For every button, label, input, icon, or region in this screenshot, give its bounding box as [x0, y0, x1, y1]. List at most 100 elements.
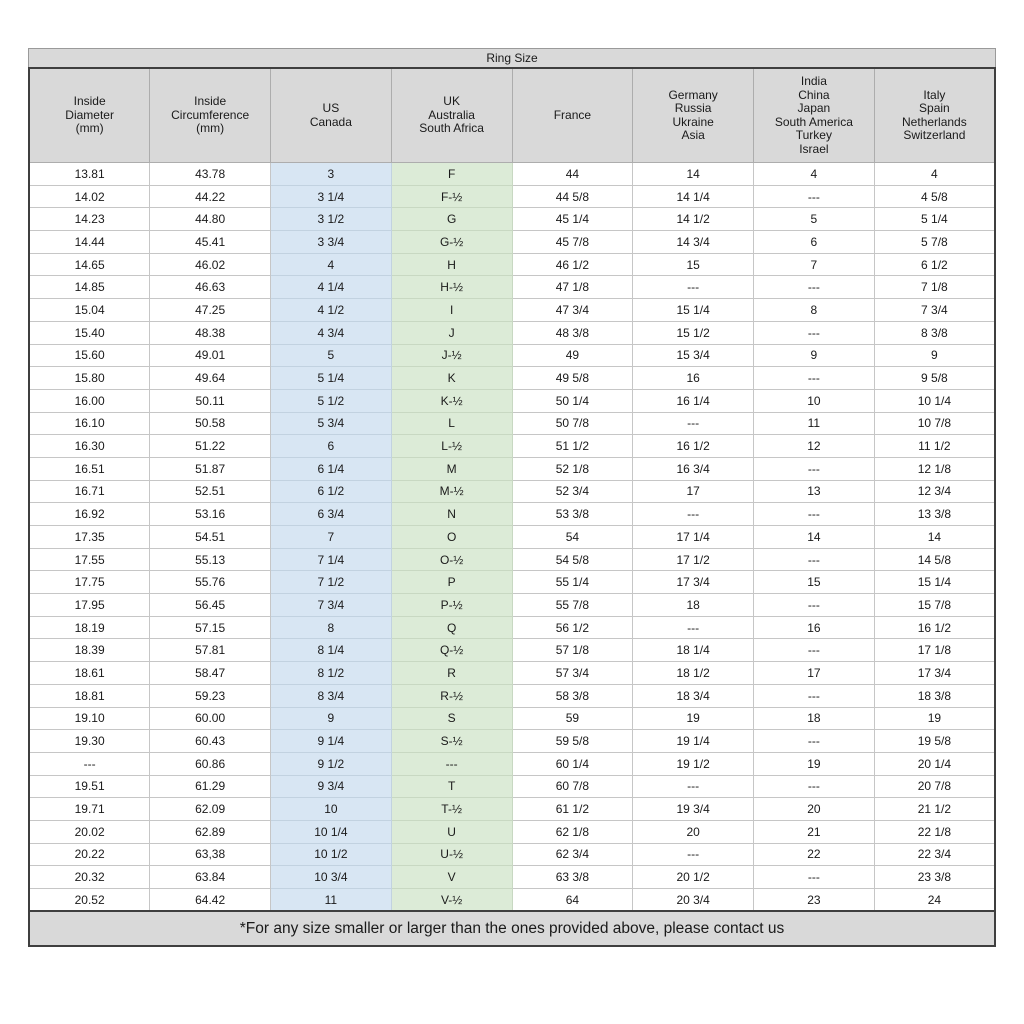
cell-us_canada: 6: [270, 434, 392, 458]
cell-uk_australia_south_africa: J-½: [390, 343, 513, 368]
cell-germany_russia_ukraine_asia: 16 3/4: [632, 456, 754, 481]
cell-france: 61 1/2: [511, 797, 634, 821]
cell-uk_australia_south_africa: K: [390, 366, 513, 390]
cell-inside_diameter: 19.71: [28, 797, 151, 821]
cell-germany_russia_ukraine_asia: 18 3/4: [632, 683, 754, 708]
cell-france: 49 5/8: [511, 366, 634, 390]
cell-italy_spain_netherlands_switzerland: 9 5/8: [873, 366, 996, 390]
cell-germany_russia_ukraine_asia: 16: [632, 366, 754, 390]
cell-france: 55 1/4: [511, 570, 634, 595]
cell-france: 62 3/4: [511, 842, 634, 867]
cell-inside_diameter: 17.95: [28, 593, 151, 617]
cell-inside_circumference: 57.81: [149, 638, 271, 663]
cell-france: 58 3/8: [511, 683, 634, 708]
cell-uk_australia_south_africa: L-½: [390, 434, 513, 458]
cell-inside_circumference: 60.43: [149, 729, 271, 753]
table-row: 16.92 53.16 6 3/4 N 53 3/8 --- --- 13 3/8: [28, 502, 996, 526]
cell-germany_russia_ukraine_asia: ---: [632, 842, 754, 867]
cell-inside_diameter: 14.85: [28, 275, 151, 300]
cell-germany_russia_ukraine_asia: 15: [632, 252, 754, 277]
cell-italy_spain_netherlands_switzerland: 15 7/8: [873, 593, 996, 617]
cell-india_china_japan_south_america_turkey_israel: ---: [753, 683, 875, 708]
table-row: 17.35 54.51 7 O 54 17 1/4 14 14: [28, 525, 996, 549]
cell-inside_diameter: 18.61: [28, 661, 151, 685]
cell-india_china_japan_south_america_turkey_israel: 14: [753, 525, 875, 549]
cell-india_china_japan_south_america_turkey_israel: ---: [753, 593, 875, 617]
table-row: 16.71 52.51 6 1/2 M-½ 52 3/4 17 13 12 3/4: [28, 479, 996, 504]
cell-us_canada: 9 1/4: [270, 729, 392, 753]
cell-inside_circumference: 47.25: [149, 298, 271, 322]
cell-inside_circumference: 52.51: [149, 479, 271, 504]
cell-uk_australia_south_africa: S: [390, 706, 513, 731]
cell-inside_diameter: 20.02: [28, 819, 151, 844]
cell-germany_russia_ukraine_asia: 20 3/4: [632, 888, 754, 912]
cell-us_canada: 5 3/4: [270, 411, 392, 436]
cell-india_china_japan_south_america_turkey_israel: 17: [753, 661, 875, 685]
cell-india_china_japan_south_america_turkey_israel: 12: [753, 434, 875, 458]
cell-uk_australia_south_africa: U-½: [390, 842, 513, 867]
cell-uk_australia_south_africa: G-½: [390, 230, 513, 254]
cell-inside_diameter: 20.32: [28, 865, 151, 889]
cell-germany_russia_ukraine_asia: 14 1/4: [632, 184, 754, 209]
cell-italy_spain_netherlands_switzerland: 13 3/8: [873, 502, 996, 526]
cell-germany_russia_ukraine_asia: 14: [632, 162, 754, 186]
cell-france: 54 5/8: [511, 547, 634, 572]
cell-inside_diameter: 14.02: [28, 184, 151, 209]
cell-inside_diameter: 16.51: [28, 456, 151, 481]
cell-inside_diameter: 14.44: [28, 230, 151, 254]
cell-uk_australia_south_africa: V-½: [390, 888, 513, 912]
table-header: Inside Diameter (mm) Inside Circumference…: [28, 67, 996, 163]
cell-india_china_japan_south_america_turkey_israel: ---: [753, 275, 875, 300]
cell-italy_spain_netherlands_switzerland: 20 7/8: [873, 774, 996, 799]
cell-india_china_japan_south_america_turkey_israel: ---: [753, 456, 875, 481]
cell-france: 62 1/8: [511, 819, 634, 844]
table-row: --- 60.86 9 1/2 --- 60 1/4 19 1/2 19 20 1/4: [28, 751, 996, 776]
cell-us_canada: 3 3/4: [270, 230, 392, 254]
cell-us_canada: 7 3/4: [270, 593, 392, 617]
cell-france: 56 1/2: [511, 615, 634, 640]
cell-us_canada: 9: [270, 706, 392, 731]
cell-france: 51 1/2: [511, 434, 634, 458]
cell-india_china_japan_south_america_turkey_israel: ---: [753, 184, 875, 209]
cell-uk_australia_south_africa: T: [390, 774, 513, 799]
cell-uk_australia_south_africa: P: [390, 570, 513, 595]
cell-us_canada: 4: [270, 252, 392, 277]
cell-inside_diameter: 15.60: [28, 343, 151, 368]
cell-uk_australia_south_africa: L: [390, 411, 513, 436]
cell-us_canada: 7: [270, 525, 392, 549]
cell-us_canada: 4 3/4: [270, 320, 392, 345]
cell-france: 60 7/8: [511, 774, 634, 799]
table-row: 20.32 63.84 10 3/4 V 63 3/8 20 1/2 --- 23 3/8: [28, 865, 996, 889]
cell-france: 45 1/4: [511, 207, 634, 232]
column-header-uk_australia_south_africa: UK Australia South Africa: [390, 67, 513, 163]
cell-inside_circumference: 49.01: [149, 343, 271, 368]
table-row: 15.80 49.64 5 1/4 K 49 5/8 16 --- 9 5/8: [28, 366, 996, 390]
cell-italy_spain_netherlands_switzerland: 10 7/8: [873, 411, 996, 436]
table-row: 16.10 50.58 5 3/4 L 50 7/8 --- 11 10 7/8: [28, 411, 996, 436]
cell-italy_spain_netherlands_switzerland: 12 3/4: [873, 479, 996, 504]
cell-inside_diameter: 17.55: [28, 547, 151, 572]
cell-uk_australia_south_africa: O: [390, 525, 513, 549]
cell-italy_spain_netherlands_switzerland: 24: [873, 888, 996, 912]
cell-france: 44: [511, 162, 634, 186]
cell-france: 63 3/8: [511, 865, 634, 889]
cell-india_china_japan_south_america_turkey_israel: 18: [753, 706, 875, 731]
column-header-france: France: [511, 67, 634, 163]
cell-uk_australia_south_africa: H: [390, 252, 513, 277]
cell-inside_circumference: 60.00: [149, 706, 271, 731]
cell-italy_spain_netherlands_switzerland: 14 5/8: [873, 547, 996, 572]
cell-us_canada: 10 1/4: [270, 819, 392, 844]
cell-inside_circumference: 51.22: [149, 434, 271, 458]
cell-inside_circumference: 44.80: [149, 207, 271, 232]
cell-inside_diameter: 19.10: [28, 706, 151, 731]
cell-inside_diameter: ---: [28, 751, 151, 776]
cell-uk_australia_south_africa: P-½: [390, 593, 513, 617]
cell-inside_circumference: 50.11: [149, 388, 271, 413]
cell-inside_diameter: 18.39: [28, 638, 151, 663]
cell-italy_spain_netherlands_switzerland: 14: [873, 525, 996, 549]
cell-germany_russia_ukraine_asia: 14 3/4: [632, 230, 754, 254]
cell-inside_circumference: 56.45: [149, 593, 271, 617]
cell-uk_australia_south_africa: F: [390, 162, 513, 186]
cell-inside_circumference: 58.47: [149, 661, 271, 685]
table-row: 18.81 59.23 8 3/4 R-½ 58 3/8 18 3/4 --- 18 3/8: [28, 683, 996, 708]
